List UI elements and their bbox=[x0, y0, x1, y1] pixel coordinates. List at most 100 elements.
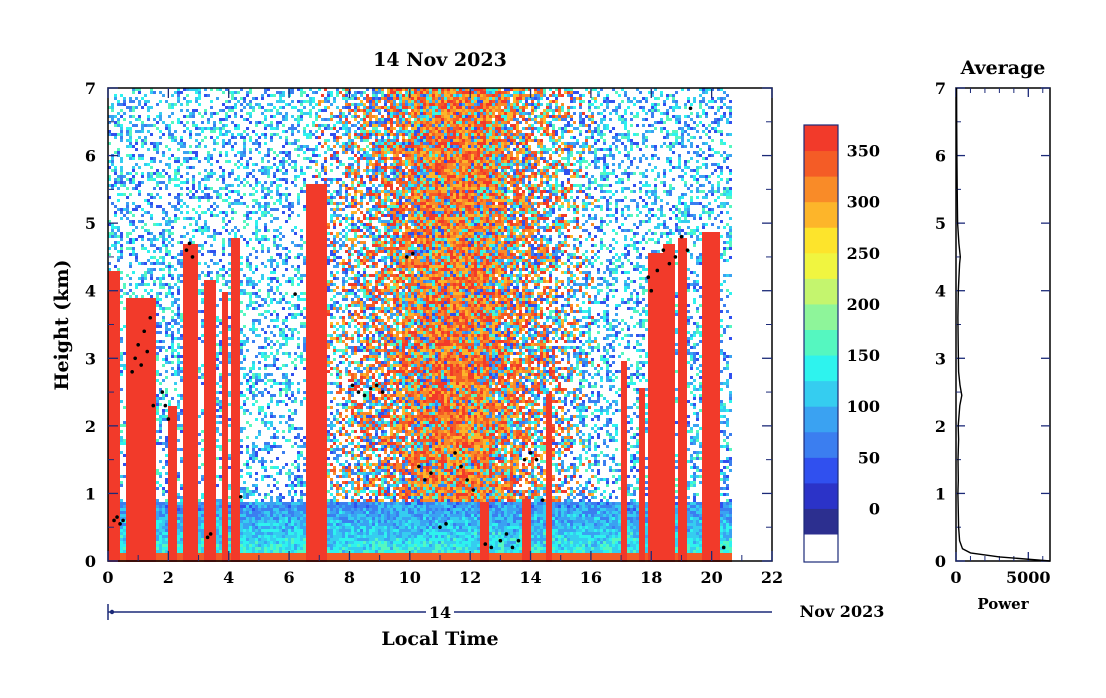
heatmap-cell bbox=[129, 232, 132, 235]
heatmap-cell bbox=[168, 487, 171, 490]
heatmap-cell bbox=[261, 190, 264, 193]
heatmap-cell bbox=[234, 523, 237, 526]
heatmap-cell bbox=[198, 214, 201, 217]
heatmap-cell bbox=[183, 181, 186, 184]
heatmap-cell bbox=[189, 331, 192, 334]
heatmap-cell bbox=[144, 376, 147, 379]
heatmap-cell bbox=[183, 352, 186, 355]
heatmap-cell bbox=[225, 151, 228, 154]
heatmap-cell bbox=[153, 187, 156, 190]
heatmap-cell bbox=[117, 361, 120, 364]
heatmap-cell bbox=[186, 103, 189, 106]
heatmap-cell bbox=[153, 550, 156, 553]
heatmap-cell bbox=[144, 319, 147, 322]
heatmap-cell bbox=[117, 502, 120, 505]
heatmap-cell bbox=[180, 502, 183, 505]
heatmap-cell bbox=[234, 319, 237, 322]
heatmap-cell bbox=[231, 343, 234, 346]
heatmap-cell bbox=[240, 103, 243, 106]
heatmap-cell bbox=[108, 280, 111, 283]
heatmap-cell bbox=[219, 391, 222, 394]
heatmap-cell bbox=[195, 382, 198, 385]
heatmap-cell bbox=[207, 370, 210, 373]
heatmap-cell bbox=[111, 184, 114, 187]
heatmap-cell bbox=[135, 541, 138, 544]
heatmap-cell bbox=[207, 445, 210, 448]
heatmap-cell bbox=[117, 550, 120, 553]
heatmap-cell bbox=[132, 409, 135, 412]
heatmap-cell bbox=[168, 130, 171, 133]
heatmap-cell bbox=[255, 517, 258, 520]
heatmap-cell bbox=[237, 448, 240, 451]
heatmap-cell bbox=[171, 541, 174, 544]
heatmap-cell bbox=[186, 388, 189, 391]
heatmap-cell bbox=[141, 448, 144, 451]
heatmap-cell bbox=[168, 472, 171, 475]
heatmap-cell bbox=[210, 310, 213, 313]
heatmap-cell bbox=[126, 292, 129, 295]
heatmap-cell bbox=[153, 346, 156, 349]
heatmap-cell bbox=[174, 220, 177, 223]
heatmap-cell bbox=[117, 340, 120, 343]
heatmap-cell bbox=[132, 358, 135, 361]
heatmap-cell bbox=[237, 457, 240, 460]
heatmap-cell bbox=[189, 454, 192, 457]
heatmap-cell bbox=[231, 445, 234, 448]
heatmap-cell bbox=[228, 139, 231, 142]
heatmap-cell bbox=[114, 97, 117, 100]
heatmap-cell bbox=[180, 556, 183, 559]
heatmap-cell bbox=[138, 403, 141, 406]
heatmap-cell bbox=[258, 352, 261, 355]
heatmap-cell bbox=[108, 481, 111, 484]
heatmap-cell bbox=[180, 235, 183, 238]
heatmap-cell bbox=[111, 457, 114, 460]
heatmap-cell bbox=[126, 508, 129, 511]
heatmap-cell bbox=[210, 283, 213, 286]
heatmap-cell bbox=[222, 316, 225, 319]
heatmap-cell bbox=[180, 91, 183, 94]
heatmap-cell bbox=[162, 553, 165, 556]
heatmap-cell bbox=[174, 475, 177, 478]
heatmap-cell bbox=[126, 550, 129, 553]
heatmap-cell bbox=[213, 463, 216, 466]
heatmap-cell bbox=[255, 226, 258, 229]
heatmap-cell bbox=[108, 295, 111, 298]
heatmap-cell bbox=[114, 304, 117, 307]
heatmap-cell bbox=[243, 547, 246, 550]
heatmap-cell bbox=[111, 463, 114, 466]
heatmap-cell bbox=[150, 403, 153, 406]
heatmap-cell bbox=[225, 328, 228, 331]
heatmap-cell bbox=[249, 454, 252, 457]
heatmap-cell bbox=[159, 415, 162, 418]
heatmap-cell bbox=[132, 550, 135, 553]
heatmap-cell bbox=[261, 247, 264, 250]
heatmap-cell bbox=[198, 517, 201, 520]
heatmap-cell bbox=[237, 250, 240, 253]
heatmap-cell bbox=[144, 508, 147, 511]
heatmap-cell bbox=[159, 373, 162, 376]
heatmap-cell bbox=[123, 544, 126, 547]
heatmap-cell bbox=[114, 343, 117, 346]
heatmap-cell bbox=[165, 127, 168, 130]
heatmap-cell bbox=[153, 496, 156, 499]
heatmap-cell bbox=[234, 508, 237, 511]
heatmap-cell bbox=[189, 409, 192, 412]
heatmap-cell bbox=[192, 493, 195, 496]
heatmap-cell bbox=[183, 355, 186, 358]
heatmap-cell bbox=[108, 373, 111, 376]
heatmap-cell bbox=[207, 295, 210, 298]
heatmap-cell bbox=[108, 535, 111, 538]
heatmap-cell bbox=[234, 487, 237, 490]
heatmap-cell bbox=[123, 292, 126, 295]
heatmap-cell bbox=[171, 139, 174, 142]
heatmap-cell bbox=[144, 493, 147, 496]
heatmap-cell bbox=[252, 523, 255, 526]
heatmap-cell bbox=[135, 238, 138, 241]
heatmap-cell bbox=[243, 142, 246, 145]
heatmap-cell bbox=[144, 400, 147, 403]
heatmap-cell bbox=[126, 202, 129, 205]
heatmap-cell bbox=[240, 532, 243, 535]
heatmap-cell bbox=[171, 442, 174, 445]
heatmap-cell bbox=[141, 310, 144, 313]
heatmap-cell bbox=[126, 418, 129, 421]
